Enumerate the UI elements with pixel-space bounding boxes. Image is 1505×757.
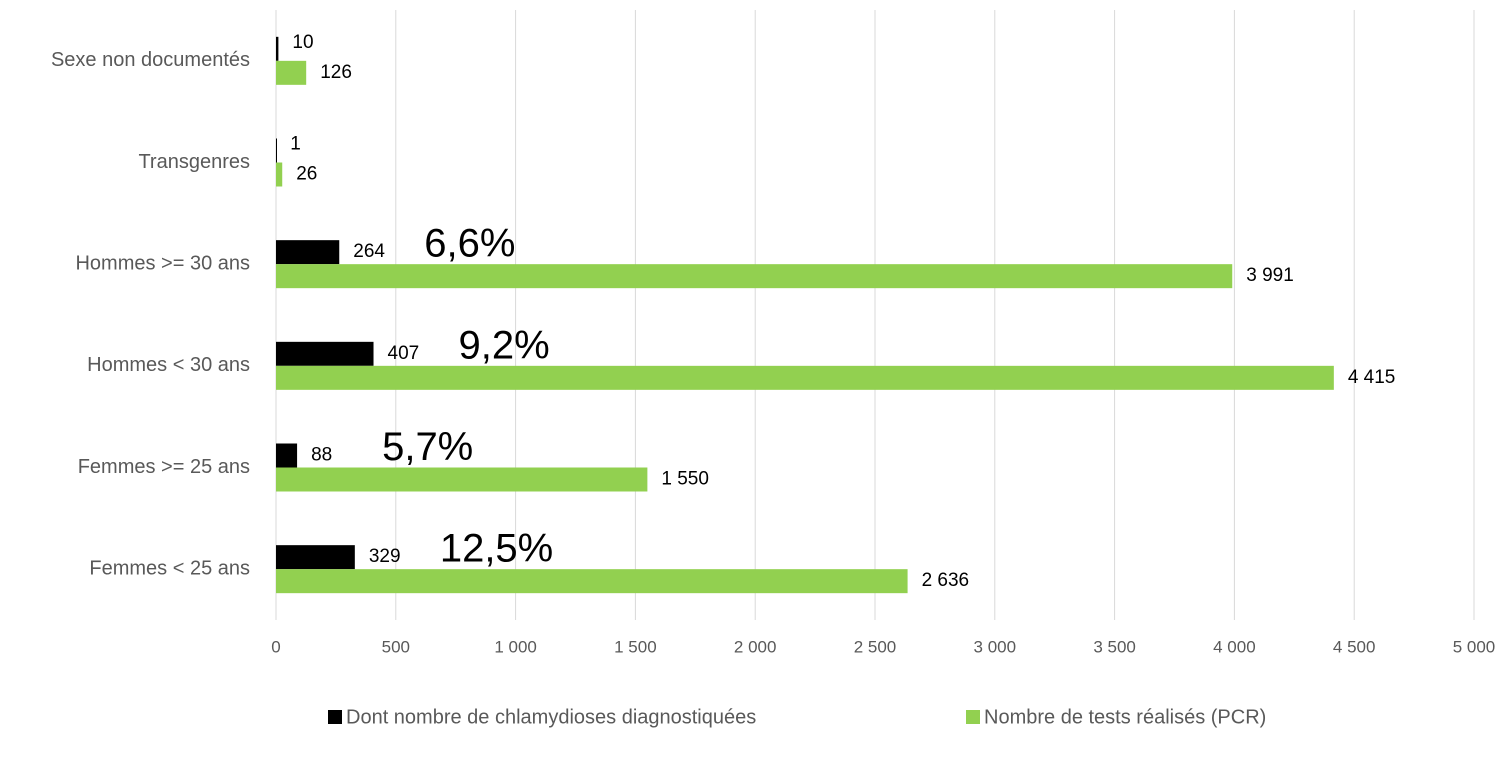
category-label: Transgenres [138, 151, 250, 173]
bar [276, 240, 340, 265]
data-label: 26 [296, 164, 317, 185]
bar [276, 365, 1334, 390]
bar [276, 36, 279, 61]
data-label: 2 636 [922, 570, 970, 591]
x-tick-label: 4 500 [1333, 637, 1376, 656]
data-label: 4 415 [1348, 367, 1396, 388]
bar [276, 138, 277, 163]
bar [276, 60, 307, 85]
data-label: 126 [320, 62, 352, 83]
x-tick-label: 2 500 [854, 637, 897, 656]
x-tick-label: 3 500 [1093, 637, 1136, 656]
annotation: 9,2% [459, 323, 550, 367]
bar [276, 545, 355, 570]
bar [276, 569, 908, 594]
data-label: 264 [353, 241, 385, 262]
data-label: 10 [292, 32, 313, 53]
data-label: 329 [369, 546, 401, 567]
data-label: 1 [290, 134, 301, 155]
category-label: Femmes < 25 ans [89, 557, 250, 579]
x-tick-label: 500 [382, 637, 410, 656]
x-tick-label: 1 500 [614, 637, 657, 656]
data-label: 3 991 [1246, 265, 1294, 286]
x-tick-label: 1 000 [494, 637, 537, 656]
bar [276, 467, 648, 492]
data-label: 407 [388, 343, 420, 364]
annotation: 6,6% [424, 222, 515, 266]
legend-label: Nombre de tests réalisés (PCR) [984, 706, 1266, 728]
category-label: Hommes < 30 ans [87, 354, 250, 376]
annotation: 12,5% [440, 527, 553, 571]
category-label: Femmes >= 25 ans [78, 456, 250, 478]
annotation: 5,7% [382, 425, 473, 469]
category-label: Hommes >= 30 ans [75, 252, 250, 274]
x-tick-label: 4 000 [1213, 637, 1256, 656]
data-label: 88 [311, 445, 332, 466]
legend-label: Dont nombre de chlamydioses diagnostiqué… [346, 706, 756, 728]
bar [276, 443, 298, 468]
legend-swatch [328, 710, 342, 724]
category-label: Sexe non documentés [51, 49, 250, 71]
x-tick-label: 0 [271, 637, 280, 656]
legend-swatch [966, 710, 980, 724]
bar [276, 341, 374, 366]
x-tick-label: 2 000 [734, 637, 777, 656]
data-label: 1 550 [661, 469, 709, 490]
bar [276, 162, 283, 187]
x-tick-label: 5 000 [1453, 637, 1496, 656]
bar [276, 264, 1233, 289]
x-tick-label: 3 000 [974, 637, 1017, 656]
